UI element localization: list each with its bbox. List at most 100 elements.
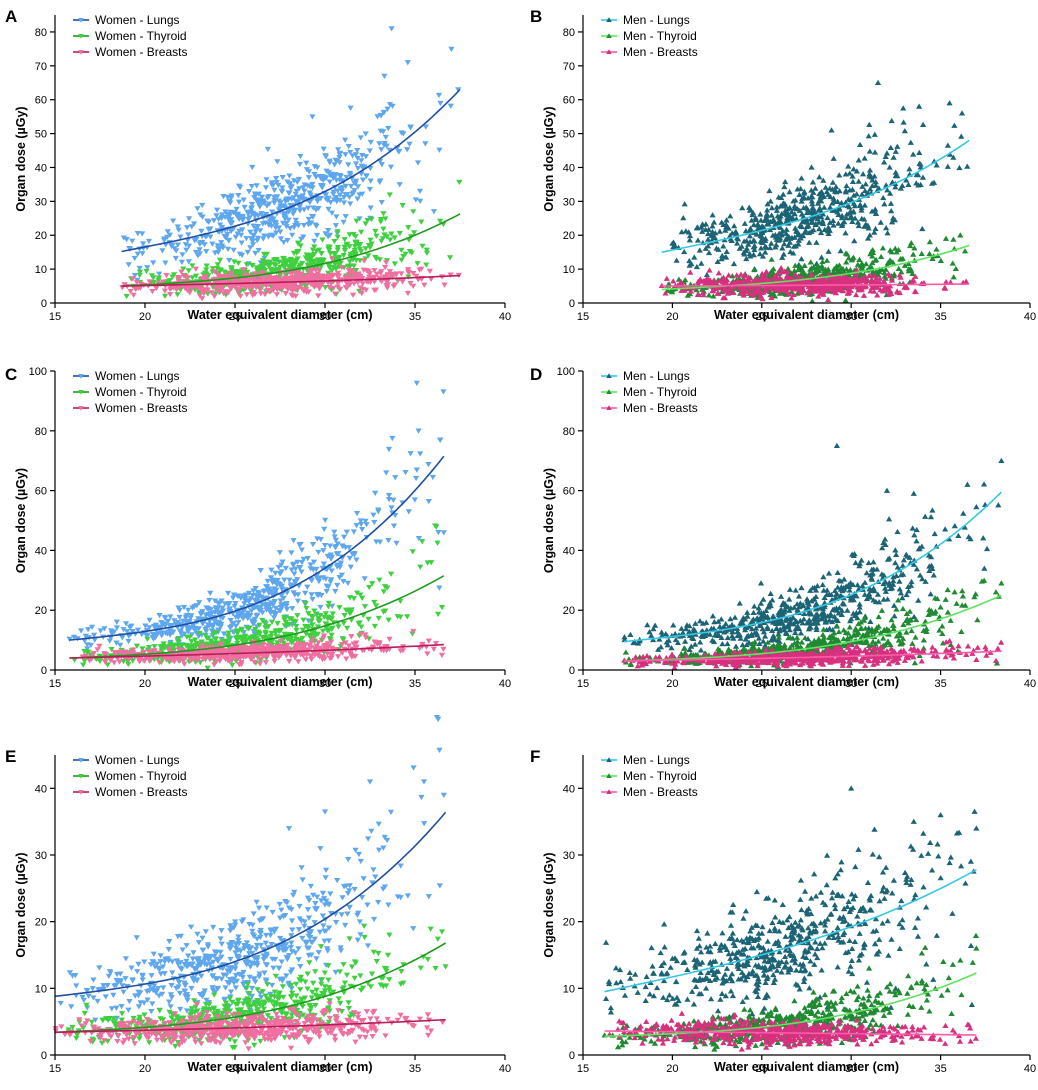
data-point [715, 290, 722, 296]
data-point [343, 174, 350, 181]
data-point [333, 214, 340, 220]
data-point [850, 192, 857, 198]
data-point [292, 293, 299, 299]
data-point [866, 167, 874, 173]
data-point [678, 287, 685, 293]
data-point [347, 267, 354, 274]
data-point [265, 234, 272, 240]
data-point [247, 245, 254, 251]
data-point [188, 613, 195, 619]
data-point [358, 158, 365, 164]
data-point [317, 183, 324, 189]
data-point [858, 191, 866, 197]
data-point [318, 251, 325, 257]
data-point [271, 198, 278, 204]
data-point [104, 662, 111, 668]
data-point [245, 284, 252, 290]
data-point [330, 285, 337, 292]
data-point [851, 238, 858, 244]
data-point [357, 135, 364, 141]
data-point [784, 209, 791, 215]
data-point [267, 633, 275, 640]
data-point [909, 270, 916, 276]
data-point [801, 262, 808, 269]
data-point [271, 187, 278, 193]
data-point [352, 267, 360, 274]
data-point [961, 248, 969, 254]
data-point [887, 283, 894, 289]
data-point [334, 229, 341, 235]
data-point [314, 624, 322, 630]
data-point [366, 245, 374, 251]
data-point [372, 490, 379, 496]
data-point [250, 604, 257, 611]
data-point [311, 238, 318, 245]
x-tick-label: 40 [499, 678, 511, 690]
data-point [455, 87, 462, 93]
data-point [430, 646, 437, 652]
data-point [224, 231, 231, 238]
data-point [328, 268, 336, 274]
data-point [221, 601, 229, 607]
data-point [741, 287, 748, 293]
data-point [709, 223, 716, 229]
data-point [235, 192, 242, 199]
data-point [321, 274, 328, 281]
data-point [691, 254, 698, 260]
data-point [340, 200, 348, 206]
data-point [286, 173, 293, 179]
data-point [700, 291, 707, 298]
data-point [356, 216, 363, 222]
data-point [176, 614, 183, 621]
data-point [662, 290, 669, 296]
data-point [292, 217, 299, 224]
data-point [332, 223, 340, 229]
data-point [273, 292, 280, 298]
data-point [373, 233, 380, 239]
data-point [272, 257, 279, 263]
data-point [227, 270, 234, 277]
data-point [214, 262, 221, 268]
data-point [741, 277, 748, 283]
data-point [778, 194, 785, 200]
legend-label: Men - Lungs [623, 13, 690, 27]
data-point [326, 265, 333, 271]
data-point [252, 586, 259, 592]
data-point [694, 291, 701, 297]
data-point [174, 292, 181, 298]
data-point [335, 256, 342, 262]
y-tick-label: 30 [35, 196, 47, 208]
data-point [339, 544, 346, 550]
data-point [446, 255, 454, 261]
y-tick-label: 80 [35, 27, 47, 39]
data-point [325, 228, 332, 234]
data-point [888, 249, 895, 255]
data-point [345, 144, 352, 150]
data-point [196, 630, 203, 637]
data-point [383, 143, 390, 149]
y-tick-label: 40 [563, 162, 575, 174]
data-point [346, 282, 354, 288]
y-tick-label: 20 [35, 605, 47, 617]
data-point [215, 249, 222, 256]
data-point [831, 188, 839, 194]
data-point [817, 229, 825, 236]
data-point [255, 247, 262, 254]
data-point [295, 194, 302, 200]
data-point [224, 194, 231, 200]
data-point [332, 250, 339, 257]
data-point [353, 218, 360, 224]
data-point [316, 247, 323, 253]
y-tick-label: 10 [35, 264, 47, 276]
data-point [77, 628, 85, 634]
data-point [337, 286, 344, 293]
data-point [156, 613, 163, 619]
data-point [424, 651, 431, 657]
data-point [798, 288, 805, 294]
data-point [308, 657, 315, 663]
data-point [383, 283, 390, 289]
data-point [784, 206, 791, 212]
data-point [364, 218, 371, 224]
data-point [844, 290, 851, 296]
